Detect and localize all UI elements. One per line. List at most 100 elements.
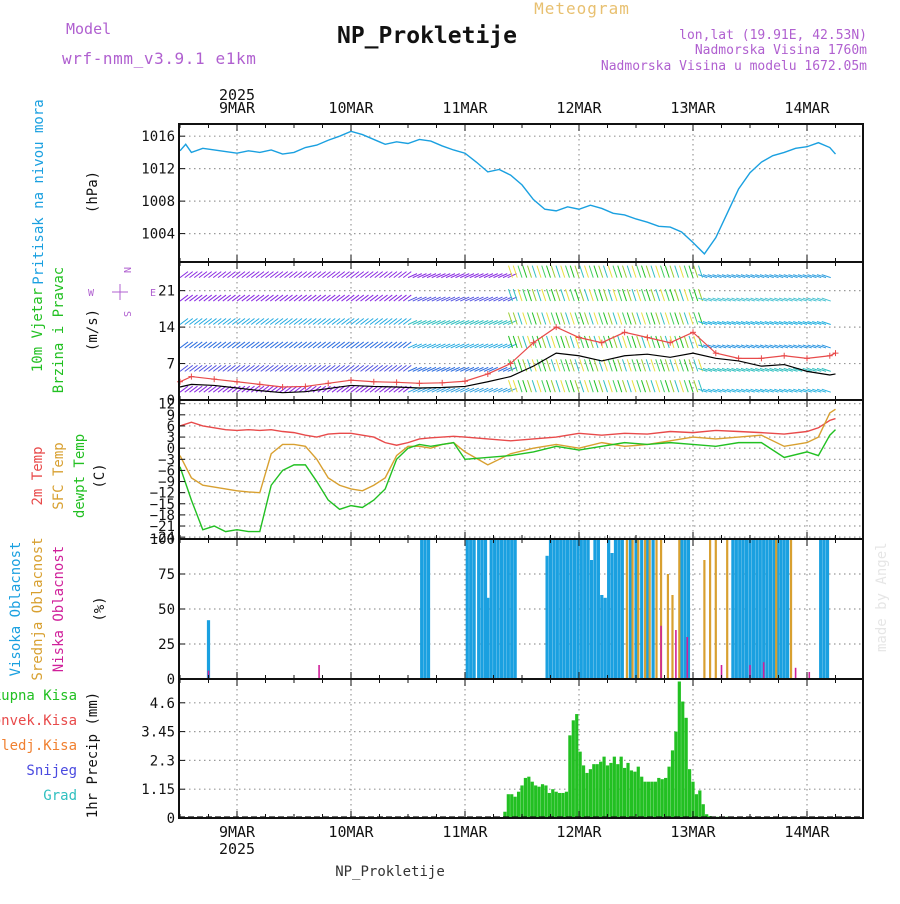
wind-vector: [241, 318, 251, 325]
wind-vector: [483, 273, 494, 279]
wind-vector: [736, 274, 746, 279]
wind-vector: [307, 364, 317, 372]
wind-vector: [660, 312, 665, 325]
y-tick-label: 1012: [141, 162, 175, 178]
wind-vector: [550, 312, 556, 325]
high-cloud-bar: [751, 539, 756, 679]
wind-vector: [388, 294, 398, 302]
wind-vector: [246, 271, 255, 279]
wind-vector: [683, 380, 689, 393]
wind-vector: [655, 265, 661, 278]
precip-bar: [544, 785, 548, 818]
wind-vector: [721, 321, 732, 325]
wind-vector: [460, 387, 470, 393]
wind-axis-subtitle: Brzina i Pravac: [51, 267, 67, 393]
wind-vector: [250, 385, 260, 393]
wind-vector: [588, 288, 594, 302]
mid-cloud-bar: [644, 539, 647, 679]
wind-vector: [579, 288, 585, 302]
wind-vector: [812, 344, 822, 349]
wind-vector: [431, 387, 441, 393]
wind-vector: [398, 318, 407, 325]
panel-temp: [179, 400, 863, 539]
wind-vector: [460, 343, 470, 349]
precip-bar: [629, 770, 634, 818]
wind-vector: [527, 288, 532, 302]
high-cloud-bar: [738, 539, 742, 679]
wind-vector: [750, 367, 760, 372]
wind-vector: [441, 343, 451, 349]
wind-vector: [683, 265, 689, 278]
high-cloud-bar: [734, 539, 738, 679]
wind-vector: [622, 380, 627, 393]
wind-vector: [198, 271, 208, 279]
wind-vector: [222, 271, 232, 279]
wind-vector: [593, 312, 599, 325]
wind-vector: [222, 318, 232, 325]
wind-vector: [655, 312, 661, 325]
wind-vector: [198, 364, 208, 372]
precip-bar: [588, 769, 592, 818]
wind-vector: [512, 265, 518, 278]
wind-vector: [759, 321, 770, 325]
wind-vector: [593, 288, 599, 302]
wind-vector: [464, 387, 475, 393]
wind-vector: [669, 380, 675, 393]
wind-vector: [797, 388, 808, 393]
wind-vector: [255, 318, 265, 325]
high-cloud-bar: [741, 539, 745, 679]
y-tick-label: 1.15: [141, 782, 175, 798]
wind-vector: [807, 274, 817, 279]
wind-vector: [312, 341, 322, 349]
wind-vector: [712, 367, 722, 372]
wind-vector: [350, 341, 360, 349]
high-cloud-bar: [426, 539, 431, 679]
wind-vector: [669, 265, 675, 278]
wind-vector: [793, 388, 803, 393]
wind-vector: [584, 265, 589, 278]
wind-vector: [812, 321, 822, 325]
wind-vector: [189, 364, 198, 372]
wind-vector: [702, 344, 713, 349]
precip-bar: [513, 796, 517, 818]
wind-vector: [769, 388, 779, 393]
wind-vector: [279, 318, 289, 325]
wind-vector: [593, 359, 599, 372]
wind-vector: [717, 274, 727, 279]
wind-vector: [702, 321, 713, 325]
wind-vector: [246, 364, 255, 372]
bottom-day-label: 11MAR: [442, 823, 488, 841]
wind-vector: [569, 380, 575, 393]
high-cloud-bar: [420, 539, 424, 679]
wind-vector: [721, 274, 732, 279]
wind-vector: [674, 288, 680, 302]
wind-vector: [764, 388, 774, 393]
wind-vector: [236, 364, 246, 372]
wind-vector: [469, 387, 479, 393]
wind-vector: [660, 359, 665, 372]
legend-snow: Snijeg: [26, 763, 77, 779]
wind-vector: [745, 321, 755, 325]
wind-vector: [664, 265, 670, 278]
wind-vector: [331, 341, 341, 349]
wind-vector: [707, 274, 717, 279]
wind-vector: [688, 265, 694, 278]
model-altitude-label: Nadmorska Visina u modelu 1672.05m: [601, 59, 867, 74]
wind-vector: [374, 364, 384, 372]
wind-vector: [317, 341, 327, 349]
wind-vector: [236, 294, 246, 302]
high-cloud-bar: [477, 539, 481, 679]
precip-bar: [520, 785, 524, 818]
wind-vector: [816, 297, 827, 302]
wind-vector: [612, 265, 618, 278]
wind-vector: [636, 265, 642, 278]
wind-vector: [531, 312, 537, 325]
wind-vector: [479, 366, 489, 372]
wind-vector: [698, 388, 708, 393]
wind-vector: [650, 380, 656, 393]
wind-vector: [469, 366, 479, 372]
wind-vector: [688, 335, 694, 349]
data-layer: [177, 130, 863, 818]
wind-vector: [565, 312, 570, 325]
wind-vector: [698, 344, 708, 349]
